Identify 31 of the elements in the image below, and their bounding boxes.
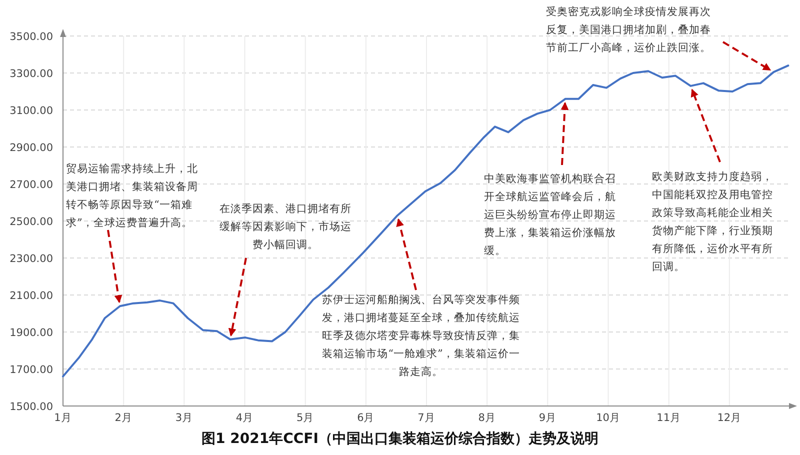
x-tick-label: 12月 bbox=[717, 412, 742, 424]
x-tick-label: 11月 bbox=[656, 412, 682, 424]
y-tick-label: 3100.00 bbox=[10, 105, 53, 117]
x-tick-label: 8月 bbox=[478, 412, 496, 424]
y-tick-label: 2500.00 bbox=[10, 216, 53, 228]
y-tick-label: 1700.00 bbox=[10, 364, 53, 376]
text: 图1 2021年CCFI（中国出口集装箱运价综合指数）走势及说明 bbox=[202, 431, 598, 447]
annotation: 中美欧海事监管机构联合召开全球航运监管峰会后，航运巨头纷纷宣布停止即期运费上涨，集装箱运价涨幅放缓。 bbox=[484, 172, 617, 259]
x-tick-label: 5月 bbox=[296, 412, 314, 424]
annotation: 苏伊士运河船舶搁浅、台风等突发事件频发，港口拥堵蔓延至全球，叠加传统航运旺季及德尔塔变异毒株导致疫情反弹，集装箱运输市场“一舱难求”，集装箱运价一路走高。 bbox=[322, 293, 520, 380]
y-tick-label: 2700.00 bbox=[10, 179, 53, 191]
x-tick-label: 10月 bbox=[596, 412, 620, 424]
y-tick-label: 3500.00 bbox=[10, 31, 53, 43]
annotation: 受奥密克戎影响全球疫情发展再次反复，美国港口拥堵加剧，叠加春节前工厂小高峰，运价止跌回涨。 bbox=[546, 5, 712, 56]
x-tick-label: 9月 bbox=[538, 412, 557, 424]
annotation: 在淡季因素、港口拥堵有所缓解等因素影响下，市场运费小幅回调。 bbox=[218, 202, 352, 253]
y-tick-label: 2900.00 bbox=[10, 142, 53, 154]
x-tick-label: 4月 bbox=[236, 412, 254, 424]
y-tick-label: 2300.00 bbox=[10, 253, 53, 265]
x-tick-label: 7月 bbox=[418, 412, 436, 424]
x-tick-label: 3月 bbox=[175, 412, 194, 424]
y-tick-label: 2100.00 bbox=[10, 290, 53, 302]
annotation: 欧美财政支持力度趋弱，中国能耗双控及用电管控政策导致高耗能企业相关货物产能下降，行业预期有所降低，运价水平有所回调。 bbox=[652, 170, 774, 275]
y-tick-label: 1900.00 bbox=[10, 327, 53, 339]
x-tick-label: 6月 bbox=[357, 412, 375, 424]
y-tick-label: 3300.00 bbox=[10, 68, 53, 80]
y-tick-label: 1500.00 bbox=[10, 401, 53, 413]
x-tick-label: 2月 bbox=[114, 412, 132, 424]
line-series bbox=[62, 64, 790, 378]
x-tick-label: 1月 bbox=[54, 412, 72, 424]
annotation: 贸易运输需求持续上升，北美港口拥堵、集装箱设备周转不畅等原因导致“一箱难求”，全球运费普遍升高。 bbox=[66, 162, 199, 231]
